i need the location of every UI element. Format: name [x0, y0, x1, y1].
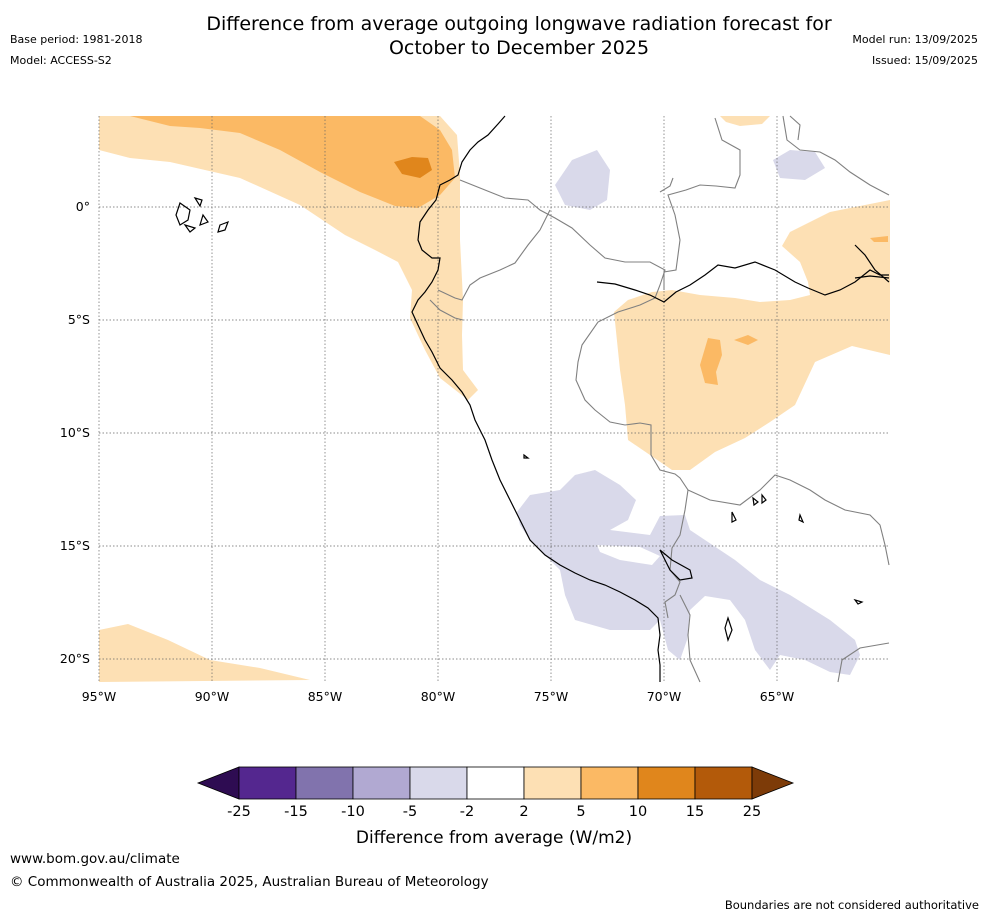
lat-label-3: 15°S: [60, 538, 90, 553]
anomaly-region-ne-purple: [773, 150, 825, 180]
colorbar-swatch: [523, 766, 582, 800]
colorbar-tick-label: 5: [576, 804, 585, 820]
colorbar-swatch: [409, 766, 468, 800]
longitude-labels: 95°W 90°W 85°W 80°W 75°W 70°W 65°W: [82, 689, 795, 704]
lat-label-1: 5°S: [68, 312, 90, 327]
colorbar-swatch: [352, 766, 411, 800]
issued-date: Issued: 15/09/2025: [871, 54, 978, 67]
colorbar-swatch: [466, 766, 525, 800]
lat-label-4: 20°S: [60, 651, 90, 666]
anomaly-region-nw-orange: [130, 116, 455, 208]
colorbar-tick-labels: -25 -15 -10 -5 -2 2 5 10 15 25: [227, 804, 761, 820]
country-borders: [429, 115, 890, 683]
colorbar-swatch: [637, 766, 696, 800]
lat-label-0: 0°: [76, 199, 90, 214]
model-name: Model: ACCESS-S2: [10, 54, 112, 67]
graticule: [98, 116, 890, 682]
anomaly-region-amazon-orange-b: [734, 335, 758, 345]
colorbar-extend-high: [751, 766, 795, 800]
meta-right: Model run: 13/09/2025 Issued: 15/09/2025: [852, 29, 978, 71]
colorbar-extend-low: [196, 766, 240, 800]
lon-label-4: 75°W: [534, 689, 569, 704]
colorbar-swatch: [694, 766, 753, 800]
meta-left: Base period: 1981-2018 Model: ACCESS-S2: [10, 29, 142, 71]
model-run: Model run: 13/09/2025: [852, 33, 978, 46]
colorbar-tick-label: -2: [460, 804, 474, 820]
anomaly-region-top-light-orange: [720, 116, 770, 126]
colorbar-tick-label: 10: [629, 804, 647, 820]
latitude-labels: 0° 5°S 10°S 15°S 20°S: [60, 199, 90, 666]
lon-label-2: 85°W: [308, 689, 343, 704]
anomaly-fills: [99, 116, 890, 682]
lon-label-5: 70°W: [647, 689, 682, 704]
colorbar-swatches: [196, 766, 795, 800]
colorbar-tick-label: -10: [341, 804, 365, 820]
lon-label-6: 65°W: [760, 689, 795, 704]
lat-label-2: 10°S: [60, 425, 90, 440]
colorbar-tick-label: 2: [519, 804, 528, 820]
anomaly-region-amazon-orange-a: [700, 338, 722, 385]
colorbar-tick-label: 15: [686, 804, 704, 820]
footer-url: www.bom.gov.au/climate: [10, 851, 180, 867]
colorbar-title: Difference from average (W/m2): [356, 828, 632, 848]
lon-label-3: 80°W: [421, 689, 456, 704]
colorbar-swatch: [580, 766, 639, 800]
colorbar-swatch: [295, 766, 354, 800]
base-period: Base period: 1981-2018: [10, 33, 143, 46]
anomaly-region-nw-dark-orange: [394, 157, 432, 178]
chart-title: Difference from average outgoing longwav…: [206, 13, 832, 59]
anomaly-region-amazon-light-orange: [614, 200, 890, 470]
coastline: [175, 115, 890, 682]
anomaly-region-south-hole: [597, 545, 660, 565]
anomaly-region-sw-light-orange: [99, 624, 310, 682]
footer-note: Boundaries are not considered authoritat…: [724, 898, 979, 912]
anomaly-region-east-orange: [870, 236, 888, 242]
colorbar-tick-label: -15: [284, 804, 308, 820]
footer-copyright: © Commonwealth of Australia 2025, Austra…: [10, 874, 489, 890]
anomaly-region-north-purple: [555, 150, 610, 210]
colorbar-tick-label: -25: [227, 804, 251, 820]
colorbar-tick-label: 25: [743, 804, 761, 820]
colorbar-swatch: [238, 766, 297, 800]
colorbar: -25 -15 -10 -5 -2 2 5 10 15 25 Difference from av…: [196, 766, 795, 848]
lon-label-0: 95°W: [82, 689, 117, 704]
lon-label-1: 90°W: [195, 689, 230, 704]
colorbar-tick-label: -5: [403, 804, 417, 820]
anomaly-region-south-purple: [517, 470, 860, 675]
